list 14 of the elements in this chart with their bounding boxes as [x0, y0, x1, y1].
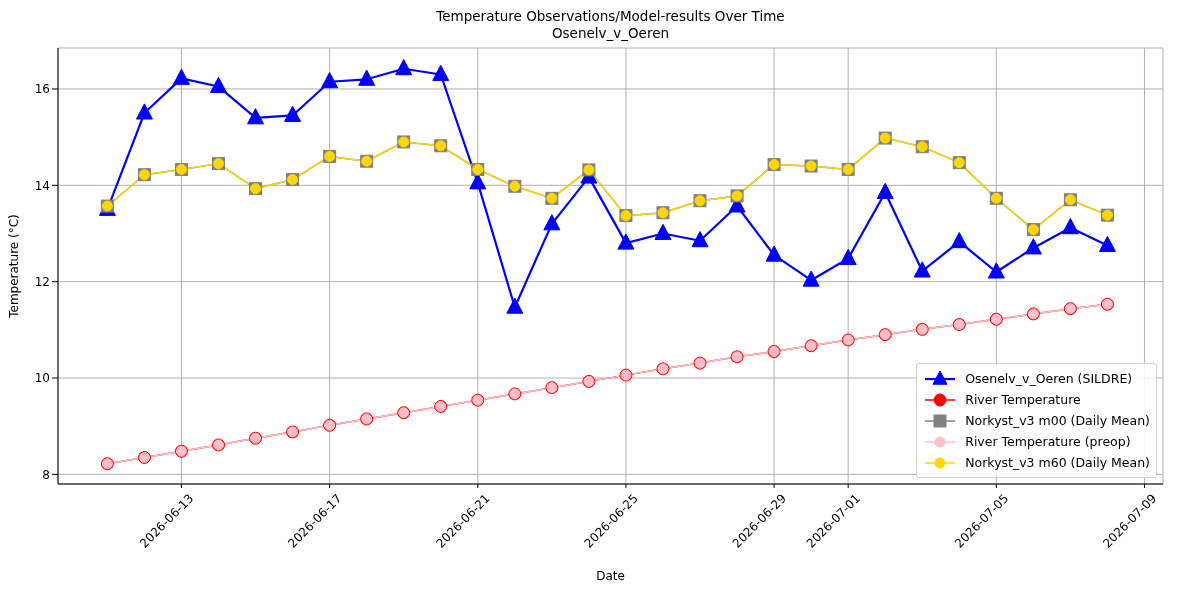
chart-subtitle: Osenelv_v_Oeren: [550, 25, 671, 42]
legend-label: River Temperature: [965, 392, 1081, 407]
y-tick-label: 8: [42, 467, 50, 482]
y-tick-label: 12: [34, 274, 50, 289]
x-axis-title: Date: [596, 569, 625, 583]
y-tick-label: 10: [34, 371, 50, 386]
y-axis-title: Temperature (°C): [7, 214, 22, 319]
y-tick-label: 14: [34, 178, 50, 193]
legend-label: Osenelv_v_Oeren (SILDRE): [965, 371, 1133, 386]
legend-label: Norkyst_v3 m60 (Daily Mean): [965, 455, 1150, 470]
chart-title: Temperature Observations/Model-results Over Time: [435, 8, 786, 25]
legend-label: Norkyst_v3 m00 (Daily Mean): [965, 413, 1150, 428]
y-tick-label: 16: [34, 82, 50, 97]
legend-label: River Temperature (preop): [965, 434, 1131, 449]
